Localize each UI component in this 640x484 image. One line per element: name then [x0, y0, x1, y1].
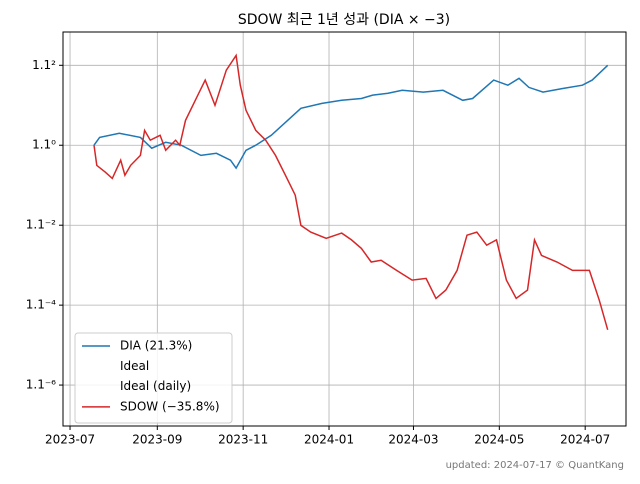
- series-line: [93, 64, 609, 170]
- y-tick-label: 1.1⁻²: [26, 218, 56, 232]
- plot-frame: [62, 31, 627, 427]
- x-tick-label: 2024-03: [388, 433, 438, 447]
- y-tick-label: 1.1⁻⁶: [26, 378, 56, 392]
- footer: updated: 2024-07-17 © QuantKang: [446, 460, 624, 471]
- legend-label: SDOW (−35.8%): [120, 399, 220, 413]
- legend-label: Ideal: [120, 359, 149, 373]
- x-tick-label: 2023-09: [132, 433, 182, 447]
- y-tick-label: 1.1⁻⁴: [26, 298, 56, 312]
- series-line: [93, 53, 609, 331]
- y-tick-label: 1.1²: [32, 58, 56, 72]
- x-tick-label: 2023-11: [218, 433, 268, 447]
- legend-label: Ideal (daily): [120, 379, 191, 393]
- legend-box: [74, 332, 233, 424]
- x-tick-label: 2024-01: [304, 433, 354, 447]
- chart-title: SDOW 최근 1년 성과 (DIA × −3): [238, 12, 450, 28]
- y-tick-label: 1.1⁰: [32, 138, 56, 152]
- x-tick-label: 2024-07: [560, 433, 610, 447]
- x-tick-label: 2024-05: [474, 433, 524, 447]
- legend-label: DIA (21.3%): [120, 339, 192, 353]
- x-tick-label: 2023-07: [45, 433, 95, 447]
